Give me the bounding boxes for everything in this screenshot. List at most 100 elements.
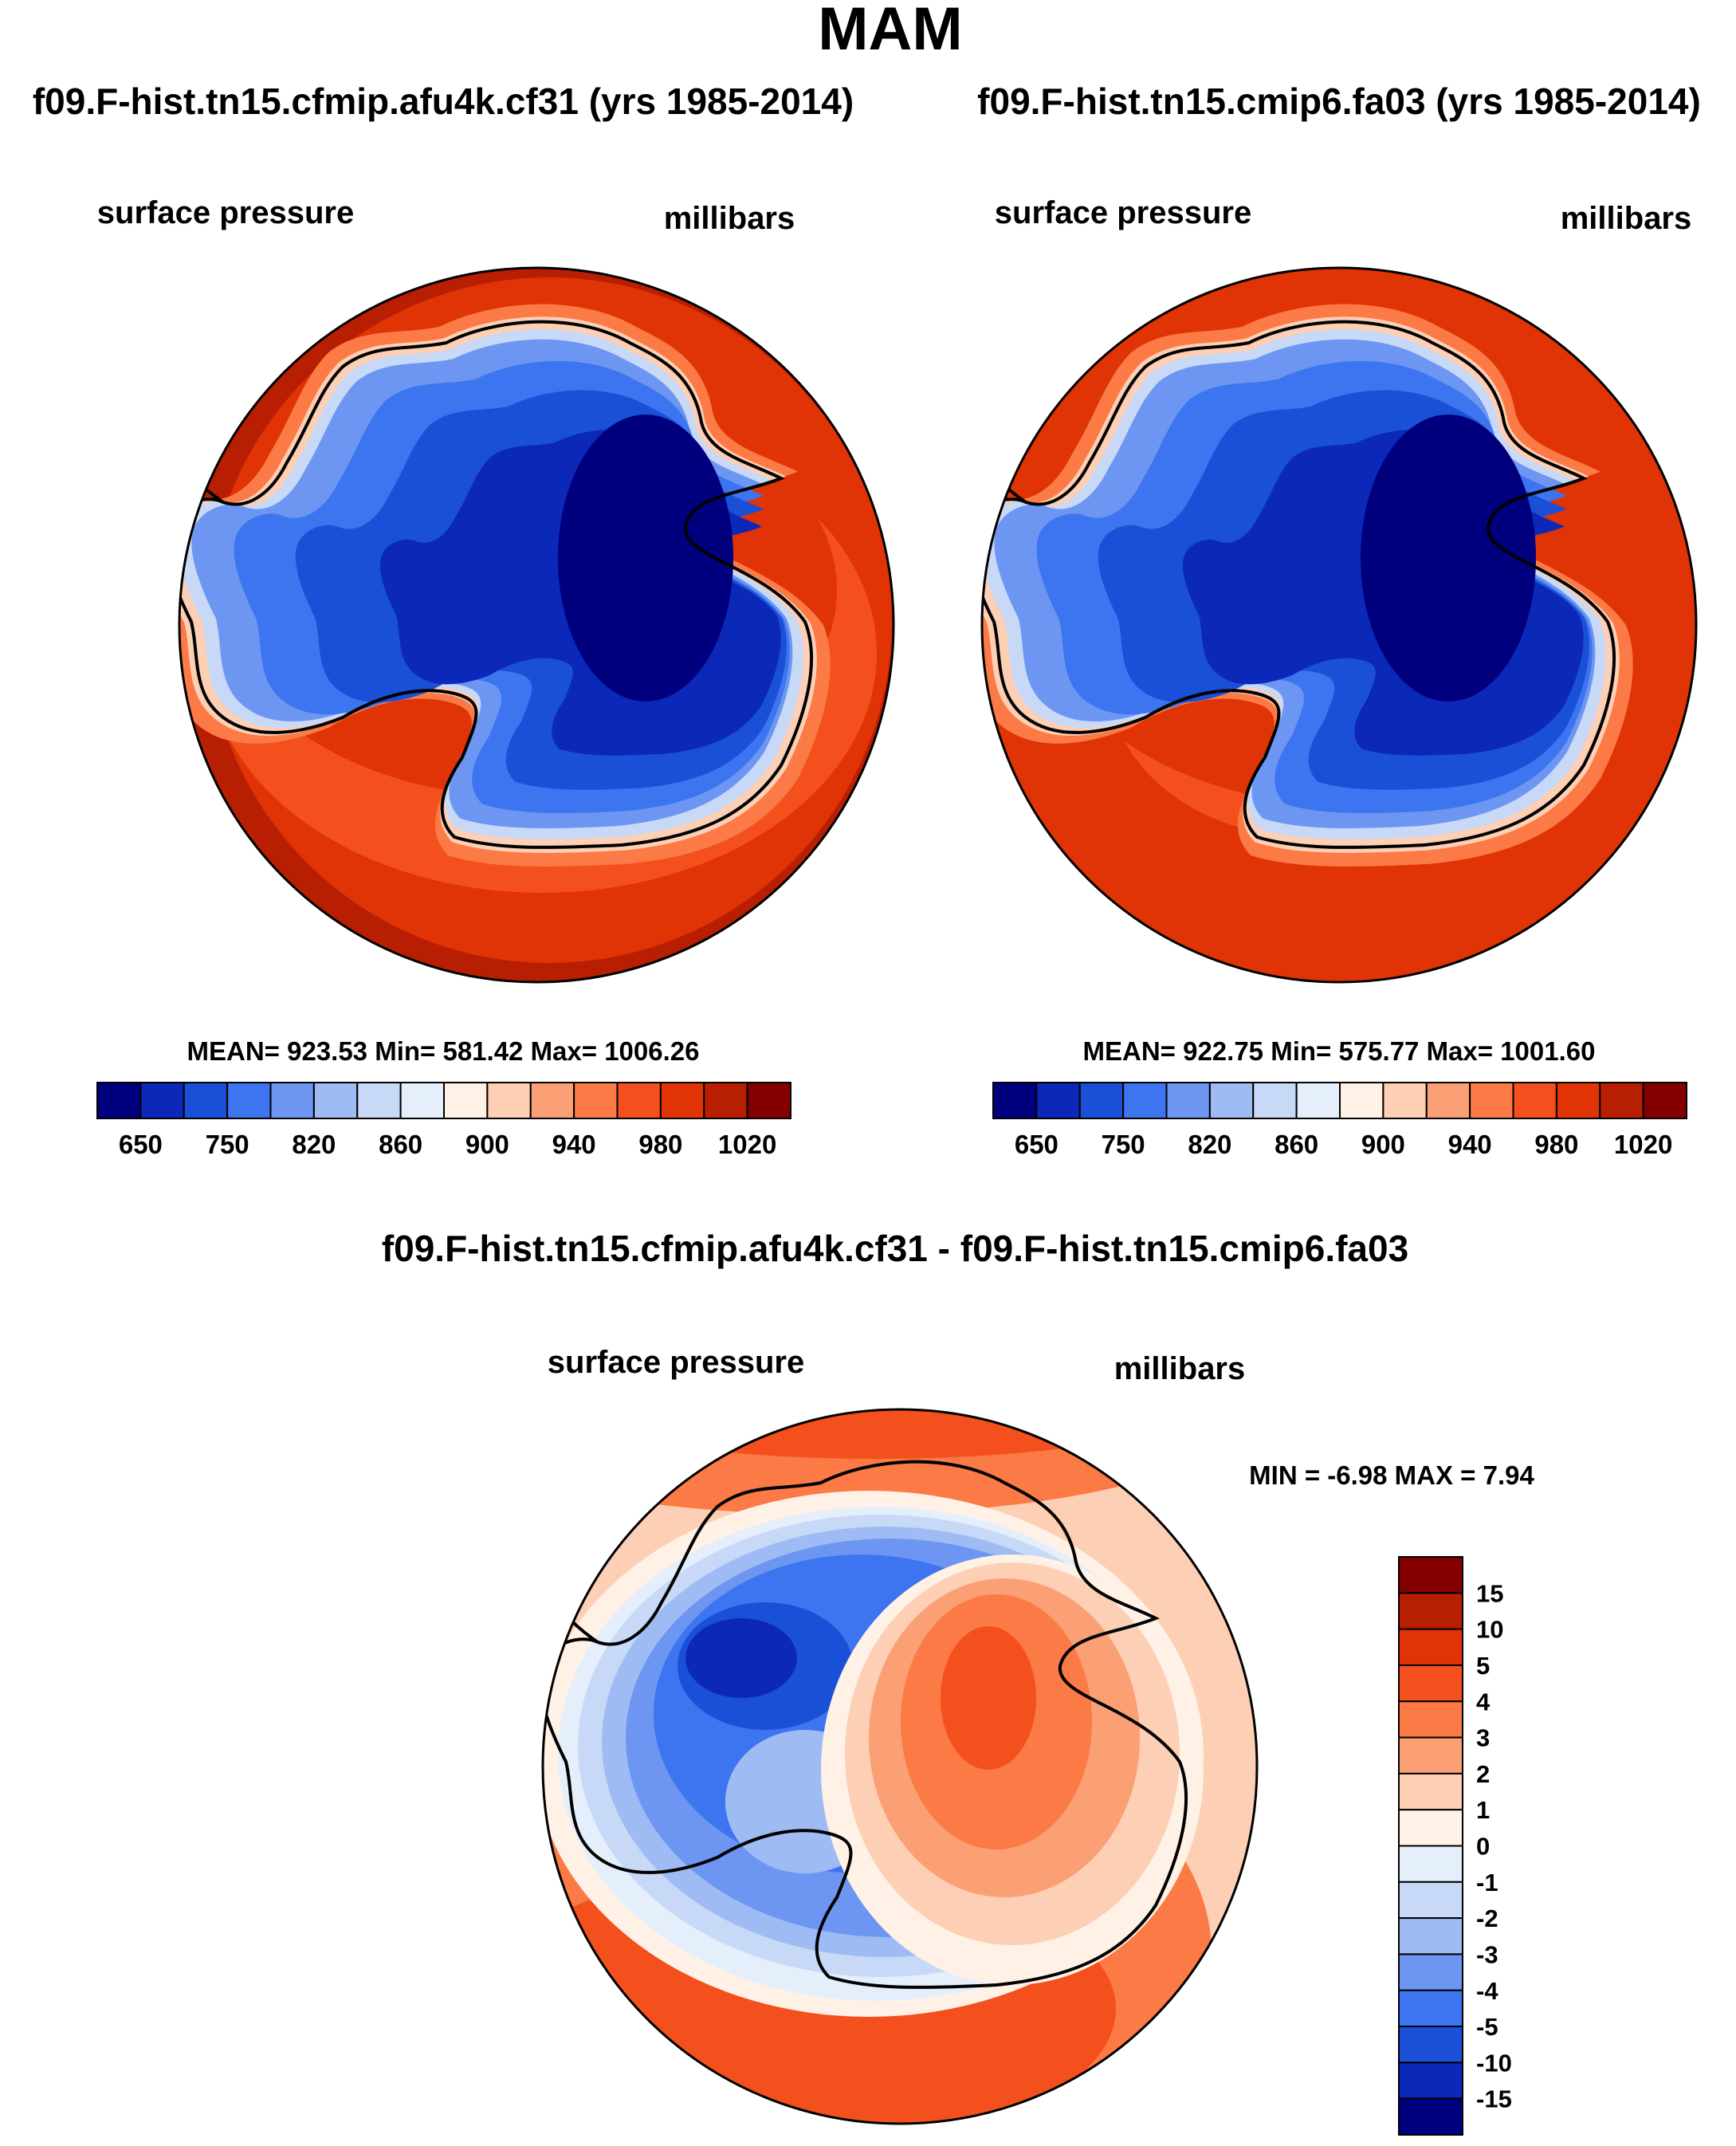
panel-2-map-border (980, 266, 1698, 984)
panel-2-colorbar-label-4: 900 (1361, 1130, 1405, 1159)
panel-1-units-label: millibars (664, 201, 795, 236)
panel-2-colorbar-swatch-11 (1469, 1082, 1514, 1119)
diff-colorbar-swatch-9 (1398, 1881, 1463, 1920)
panel-1-colorbar-label-3: 860 (379, 1130, 422, 1159)
panel-1-colorbar-swatch-10 (529, 1082, 575, 1119)
panel-2-continent (982, 304, 1633, 867)
diff-panel-title: f09.F-hist.tn15.cfmip.afu4k.cf31 - f09.F… (382, 1228, 1408, 1269)
panel-1-colorbar-swatch-9 (486, 1082, 532, 1119)
panel-1-colorbar-swatch-8 (443, 1082, 489, 1119)
diff-colorbar-label-4: 3 (1476, 1724, 1490, 1752)
panel-1-colorbar-swatch-0 (96, 1082, 142, 1119)
diff-panel-units-label: millibars (1114, 1351, 1246, 1386)
panel-1-colorbar-label-0: 650 (119, 1130, 163, 1159)
diff-panel-variable-label: surface pressure (548, 1345, 804, 1380)
panel-1-colorbar: 650 750 820 860 900 940 980 1020 (96, 1082, 791, 1159)
diff-colorbar-label-1: 10 (1476, 1616, 1503, 1644)
diff-colorbar-swatch-14 (1398, 2061, 1463, 2100)
panel-2-map (982, 268, 1696, 982)
panel-2-colorbar-swatch-0 (992, 1082, 1038, 1119)
diff-colorbar-label-5: 2 (1476, 1760, 1490, 1788)
panel-2-colorbar-swatch-12 (1512, 1082, 1557, 1119)
diff-map (543, 1409, 1257, 2124)
panel-2-colorbar-swatch-2 (1078, 1082, 1125, 1119)
diff-colorbar-swatch-8 (1398, 1845, 1463, 1883)
panel-1-colorbar-swatch-14 (703, 1082, 748, 1119)
panel-1-continent (179, 304, 831, 867)
panel-1-colorbar-swatch-6 (356, 1082, 402, 1119)
panel-2-colorbar-label-7: 1020 (1614, 1130, 1672, 1159)
panel-1-colorbar-swatch-7 (399, 1082, 445, 1119)
panel-2-colorbar-swatch-4 (1165, 1082, 1211, 1119)
diff-colorbar-label-13: -10 (1476, 2049, 1512, 2077)
panel-1-colorbar-label-1: 750 (206, 1130, 249, 1159)
panel-1-colorbar-swatch-11 (573, 1082, 619, 1119)
panel-2-colorbar-label-6: 980 (1534, 1130, 1578, 1159)
panel-1-colorbar-swatch-15 (746, 1082, 791, 1119)
panel-2-stats: MEAN= 922.75 Min= 575.77 Max= 1001.60 (1083, 1036, 1596, 1066)
panel-2-title: f09.F-hist.tn15.cmip6.fa03 (yrs 1985-201… (977, 81, 1701, 122)
panel-2-variable-label: surface pressure (995, 195, 1251, 230)
diff-stats: MIN = -6.98 MAX = 7.94 (1249, 1460, 1534, 1490)
panel-2-colorbar-label-1: 750 (1102, 1130, 1145, 1159)
panel-1-colorbar-swatch-2 (183, 1082, 229, 1119)
panel-2-units-label: millibars (1561, 201, 1692, 236)
diff-colorbar-label-9: -2 (1476, 1904, 1498, 1932)
panel-1-colorbar-swatch-13 (659, 1082, 705, 1119)
diff-colorbar-swatch-7 (1398, 1809, 1463, 1847)
panel-2-colorbar-label-0: 650 (1015, 1130, 1058, 1159)
panel-2-colorbar-label-2: 820 (1188, 1130, 1231, 1159)
panel-2-colorbar-swatch-14 (1599, 1082, 1644, 1119)
panel-1-colorbar-swatch-5 (312, 1082, 359, 1119)
diff-colorbar-swatch-11 (1398, 1953, 1463, 1991)
diff-map-border (541, 1408, 1259, 2125)
panel-2-colorbar-swatch-15 (1642, 1082, 1687, 1119)
panel-2-colorbar-swatch-13 (1555, 1082, 1601, 1119)
diff-colorbar-swatch-15 (1398, 2097, 1463, 2136)
main-title: MAM (818, 0, 963, 63)
panel-2-colorbar-label-3: 860 (1275, 1130, 1318, 1159)
panel-2-colorbar-swatch-7 (1295, 1082, 1341, 1119)
diff-colorbar-label-11: -4 (1476, 1977, 1498, 2005)
diff-colorbar-label-10: -3 (1476, 1940, 1498, 1968)
panel-1-colorbar-label-7: 1020 (718, 1130, 776, 1159)
panel-1-colorbar-swatch-12 (616, 1082, 662, 1119)
diff-colorbar-swatch-3 (1398, 1664, 1463, 1703)
diff-colorbar-label-7: 0 (1476, 1833, 1490, 1861)
panel-2-colorbar-label-5: 940 (1448, 1130, 1492, 1159)
panel-2-colorbar-swatch-1 (1035, 1082, 1081, 1119)
panel-1-colorbar-label-5: 940 (552, 1130, 596, 1159)
diff-colorbar-swatch-6 (1398, 1772, 1463, 1811)
panel-2-colorbar-swatch-9 (1382, 1082, 1428, 1119)
diff-colorbar-label-8: -1 (1476, 1869, 1498, 1896)
panel-1-colorbar-swatch-4 (269, 1082, 315, 1119)
diff-colorbar-swatch-1 (1398, 1592, 1463, 1630)
panel-1-colorbar-label-4: 900 (465, 1130, 509, 1159)
panel-2-colorbar-swatch-8 (1339, 1082, 1384, 1119)
panel-1-colorbar-label-6: 980 (638, 1130, 682, 1159)
panel-1-title: f09.F-hist.tn15.cfmip.afu4k.cf31 (yrs 19… (33, 81, 854, 122)
panel-2-colorbar-swatch-6 (1252, 1082, 1298, 1119)
diff-colorbar-swatch-0 (1398, 1556, 1463, 1594)
diff-colorbar-swatch-13 (1398, 2026, 1463, 2064)
panel-1-variable-label: surface pressure (97, 195, 354, 230)
diff-colorbar-swatch-10 (1398, 1917, 1463, 1955)
panel-1-map (179, 268, 894, 982)
panel-1-colorbar-swatch-1 (139, 1082, 185, 1119)
panel-1-colorbar-swatch-3 (226, 1082, 272, 1119)
diff-colorbar-swatch-12 (1398, 1989, 1463, 2028)
diff-colorbar-label-14: -15 (1476, 2085, 1512, 2113)
diff-colorbar-label-12: -5 (1476, 2013, 1498, 2041)
panel-1: f09.F-hist.tn15.cfmip.afu4k.cf31 (yrs 19… (33, 81, 895, 1159)
panel-1-map-border (178, 266, 895, 984)
diff-colorbar-swatch-2 (1398, 1628, 1463, 1666)
diff-colorbar-label-0: 15 (1476, 1579, 1503, 1607)
panel-2-colorbar-swatch-3 (1122, 1082, 1168, 1119)
diff-colorbar-label-3: 4 (1476, 1688, 1491, 1716)
panel-2-colorbar-swatch-5 (1208, 1082, 1255, 1119)
diff-colorbar-swatch-4 (1398, 1700, 1463, 1739)
panel-1-stats: MEAN= 923.53 Min= 581.42 Max= 1006.26 (187, 1036, 700, 1066)
panel-1-colorbar-label-2: 820 (292, 1130, 336, 1159)
panel-2-colorbar-swatch-10 (1425, 1082, 1471, 1119)
